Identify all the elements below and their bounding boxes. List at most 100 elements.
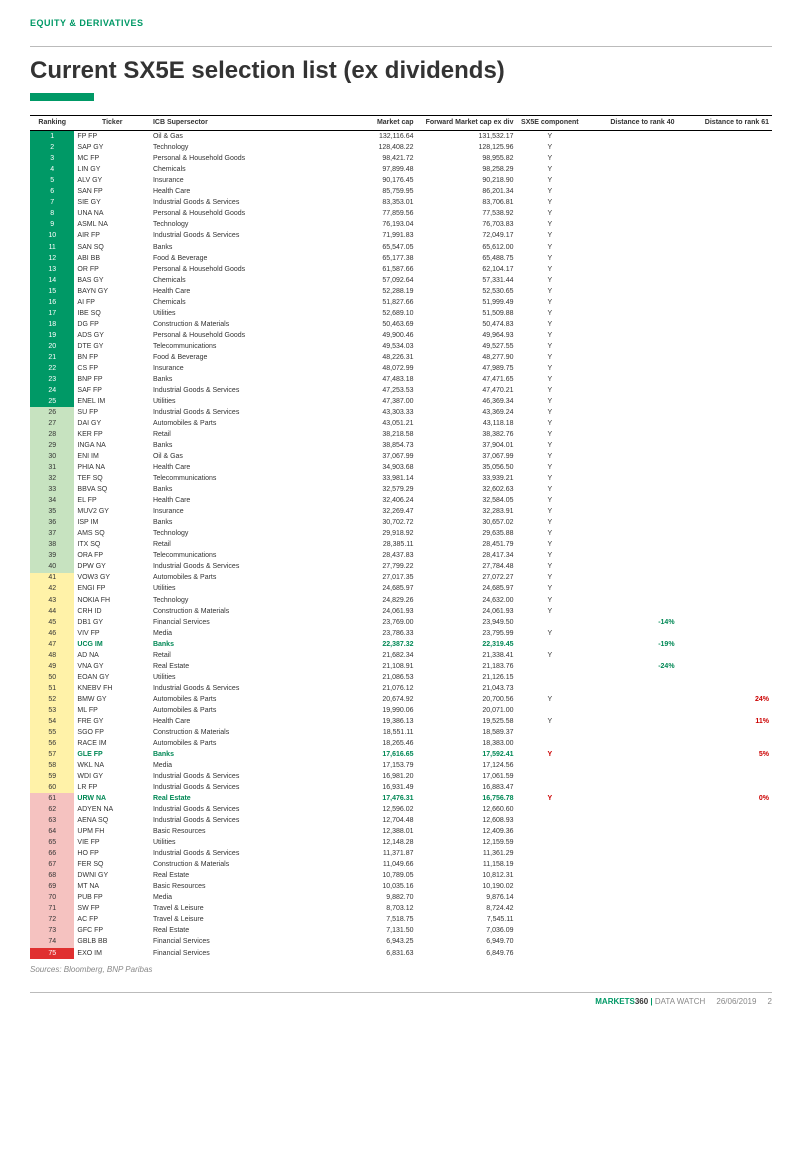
cell-rank: 23 xyxy=(30,374,74,385)
table-row: 33BBVA SQBanks32,579.2932,602.63Y xyxy=(30,484,772,495)
cell-ticker: WKL NA xyxy=(74,760,150,771)
cell-distance-40 xyxy=(583,628,677,639)
cell-sector: Construction & Materials xyxy=(150,319,317,330)
cell-fwd-marketcap: 23,949.50 xyxy=(417,617,517,628)
cell-fwd-marketcap: 12,159.59 xyxy=(417,837,517,848)
table-row: 4LIN GYChemicals97,899.4898,258.29Y xyxy=(30,164,772,175)
table-row: 66HO FPIndustrial Goods & Services11,371… xyxy=(30,848,772,859)
cell-distance-40 xyxy=(583,330,677,341)
cell-ticker: UPM FH xyxy=(74,826,150,837)
cell-component: Y xyxy=(517,694,584,705)
cell-marketcap: 19,386.13 xyxy=(317,716,417,727)
cell-sector: Health Care xyxy=(150,716,317,727)
cell-ticker: TEF SQ xyxy=(74,473,150,484)
footer-right: MARKETS360 | DATA WATCH 26/06/2019 2 xyxy=(595,997,772,1006)
cell-distance-61 xyxy=(678,429,772,440)
cell-rank: 51 xyxy=(30,683,74,694)
cell-marketcap: 12,596.02 xyxy=(317,804,417,815)
cell-distance-40 xyxy=(583,187,677,198)
cell-component: Y xyxy=(517,407,584,418)
cell-distance-40 xyxy=(583,705,677,716)
cell-distance-61 xyxy=(678,142,772,153)
table-row: 57GLE FPBanks17,616.6517,592.41Y5% xyxy=(30,749,772,760)
cell-distance-40 xyxy=(583,540,677,551)
cell-ticker: BAYN GY xyxy=(74,286,150,297)
footer-page: 2 xyxy=(768,997,772,1006)
cell-component: Y xyxy=(517,440,584,451)
cell-ticker: DG FP xyxy=(74,319,150,330)
cell-distance-40 xyxy=(583,495,677,506)
cell-distance-61: 0% xyxy=(678,793,772,804)
cell-ticker: VNA GY xyxy=(74,661,150,672)
cell-marketcap: 32,406.24 xyxy=(317,495,417,506)
cell-sector: Real Estate xyxy=(150,661,317,672)
table-row: 55SGO FPConstruction & Materials18,551.1… xyxy=(30,727,772,738)
cell-ticker: AENA SQ xyxy=(74,815,150,826)
cell-ticker: BAS GY xyxy=(74,275,150,286)
cell-fwd-marketcap: 12,409.36 xyxy=(417,826,517,837)
cell-marketcap: 65,177.38 xyxy=(317,253,417,264)
cell-distance-61 xyxy=(678,926,772,937)
cell-sector: Automobiles & Parts xyxy=(150,694,317,705)
cell-rank: 36 xyxy=(30,517,74,528)
cell-distance-40 xyxy=(583,529,677,540)
cell-marketcap: 7,518.75 xyxy=(317,915,417,926)
cell-fwd-marketcap: 30,657.02 xyxy=(417,517,517,528)
cell-distance-40 xyxy=(583,352,677,363)
cell-marketcap: 29,918.92 xyxy=(317,529,417,540)
cell-rank: 66 xyxy=(30,848,74,859)
cell-distance-40 xyxy=(583,760,677,771)
table-row: 1FP FPOil & Gas132,116.64131,532.17Y xyxy=(30,131,772,143)
cell-rank: 40 xyxy=(30,562,74,573)
cell-sector: Technology xyxy=(150,220,317,231)
cell-component xyxy=(517,705,584,716)
cell-distance-40 xyxy=(583,937,677,948)
cell-distance-61 xyxy=(678,330,772,341)
cell-distance-61 xyxy=(678,484,772,495)
cell-ticker: DWNI GY xyxy=(74,870,150,881)
cell-distance-61 xyxy=(678,782,772,793)
cell-component: Y xyxy=(517,142,584,153)
cell-distance-40 xyxy=(583,451,677,462)
cell-component xyxy=(517,683,584,694)
cell-marketcap: 21,108.91 xyxy=(317,661,417,672)
cell-ticker: ENGI FP xyxy=(74,584,150,595)
cell-marketcap: 17,616.65 xyxy=(317,749,417,760)
cell-distance-61 xyxy=(678,837,772,848)
cell-sector: Industrial Goods & Services xyxy=(150,848,317,859)
cell-sector: Automobiles & Parts xyxy=(150,705,317,716)
cell-rank: 57 xyxy=(30,749,74,760)
cell-rank: 1 xyxy=(30,131,74,143)
cell-distance-61 xyxy=(678,893,772,904)
cell-ticker: UNA NA xyxy=(74,209,150,220)
cell-component: Y xyxy=(517,650,584,661)
cell-component: Y xyxy=(517,749,584,760)
cell-fwd-marketcap: 46,369.34 xyxy=(417,396,517,407)
cell-distance-40 xyxy=(583,506,677,517)
section-header: EQUITY & DERIVATIVES xyxy=(30,18,772,32)
cell-marketcap: 28,437.83 xyxy=(317,551,417,562)
table-row: 15BAYN GYHealth Care52,288.1952,530.65Y xyxy=(30,286,772,297)
cell-sector: Food & Beverage xyxy=(150,352,317,363)
cell-fwd-marketcap: 43,118.18 xyxy=(417,418,517,429)
cell-component: Y xyxy=(517,176,584,187)
cell-marketcap: 18,551.11 xyxy=(317,727,417,738)
cell-distance-61 xyxy=(678,385,772,396)
table-row: 39ORA FPTelecommunications28,437.8328,41… xyxy=(30,551,772,562)
cell-component: Y xyxy=(517,462,584,473)
cell-ticker: AC FP xyxy=(74,915,150,926)
cell-sector: Personal & Household Goods xyxy=(150,264,317,275)
cell-marketcap: 24,061.93 xyxy=(317,606,417,617)
cell-distance-40 xyxy=(583,153,677,164)
cell-distance-61 xyxy=(678,297,772,308)
cell-rank: 15 xyxy=(30,286,74,297)
cell-distance-61 xyxy=(678,153,772,164)
cell-component: Y xyxy=(517,418,584,429)
cell-rank: 70 xyxy=(30,893,74,904)
cell-distance-61 xyxy=(678,904,772,915)
cell-rank: 2 xyxy=(30,142,74,153)
cell-marketcap: 61,587.66 xyxy=(317,264,417,275)
cell-fwd-marketcap: 98,955.82 xyxy=(417,153,517,164)
table-row: 70PUB FPMedia9,882.709,876.14 xyxy=(30,893,772,904)
cell-distance-61 xyxy=(678,870,772,881)
